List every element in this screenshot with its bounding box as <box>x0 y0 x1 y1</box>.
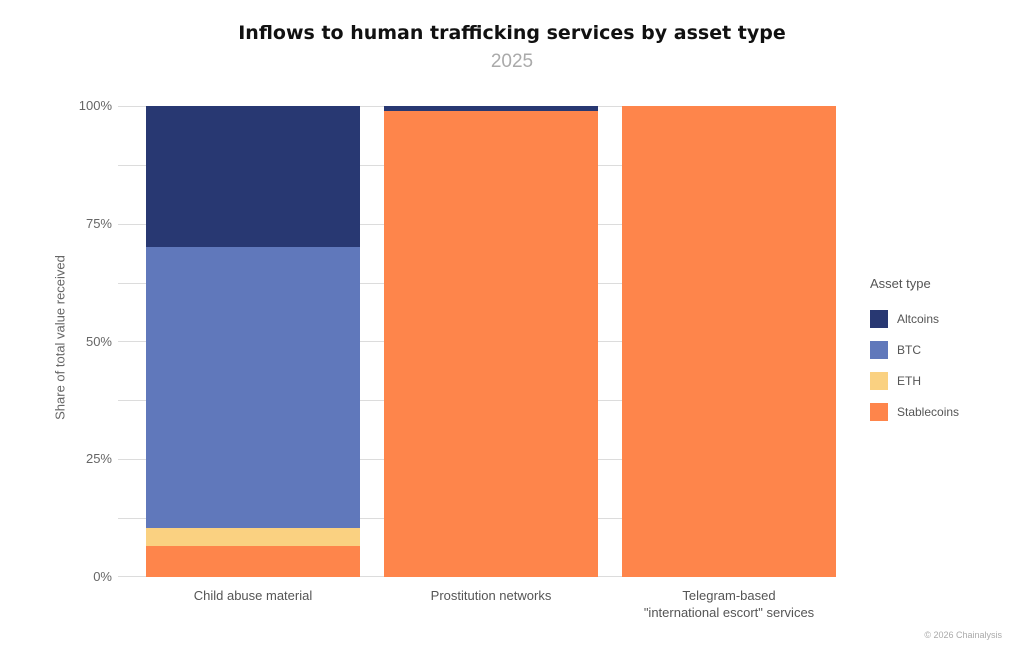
segment-eth <box>146 528 360 546</box>
legend-swatch-icon <box>870 340 888 359</box>
chart-subtitle: 2025 <box>490 51 534 72</box>
bar-telegram-escort-services <box>622 106 836 577</box>
segment-altcoins <box>146 106 360 247</box>
x-label-prostitution-networks: Prostitution networks <box>430 588 552 603</box>
plot-area <box>118 106 836 577</box>
legend-label: ETH <box>897 373 921 388</box>
chart-title: Inflows to human trafficking services by… <box>238 22 786 44</box>
segment-stablecoins <box>146 546 360 577</box>
legend-label: Altcoins <box>897 311 940 326</box>
y-tick-50: 50% <box>85 334 112 349</box>
legend-swatch-icon <box>870 309 888 328</box>
y-tick-25: 25% <box>85 451 112 466</box>
legend-title: Asset type <box>870 276 931 291</box>
x-label-telegram-escort: Telegram-based "international escort" se… <box>592 587 866 621</box>
bar-prostitution-networks <box>384 106 598 577</box>
x-label-line-1: Telegram-based <box>682 588 776 603</box>
y-tick-0: 0% <box>93 569 112 584</box>
legend-label: Stablecoins <box>897 404 960 419</box>
legend: Asset type Altcoins BTC ETH Stablecoins <box>870 276 959 427</box>
y-tick-100: 100% <box>78 98 112 113</box>
segment-stablecoins <box>622 106 836 577</box>
segment-altcoins <box>384 106 598 111</box>
legend-item-stablecoins[interactable]: Stablecoins <box>870 396 959 427</box>
legend-item-eth[interactable]: ETH <box>870 365 959 396</box>
x-label-line-2: "international escort" services <box>643 605 815 620</box>
legend-swatch-icon <box>870 371 888 390</box>
segment-btc <box>146 247 360 528</box>
legend-swatch-icon <box>870 402 888 421</box>
y-tick-75: 75% <box>85 216 112 231</box>
legend-item-altcoins[interactable]: Altcoins <box>870 303 959 334</box>
segment-stablecoins <box>384 111 598 577</box>
legend-label: BTC <box>897 342 921 357</box>
copyright-credit: © 2026 Chainalysis <box>924 630 1002 640</box>
legend-item-btc[interactable]: BTC <box>870 334 959 365</box>
bar-child-abuse-material <box>146 106 360 577</box>
x-label-child-abuse-material: Child abuse material <box>193 588 313 603</box>
